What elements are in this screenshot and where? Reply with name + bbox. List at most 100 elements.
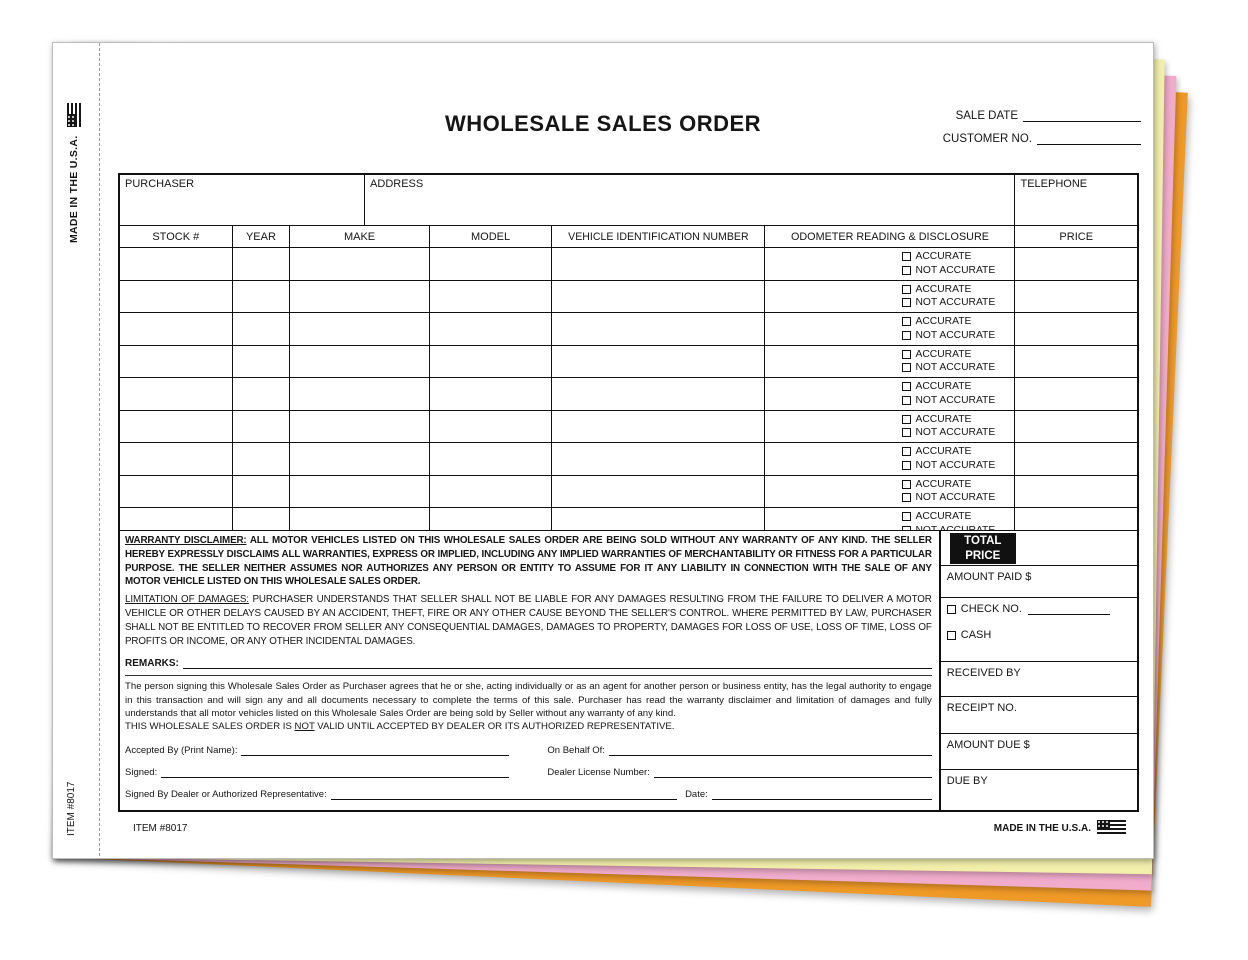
check-no-option[interactable]: CHECK NO. <box>946 603 1131 615</box>
not-accurate-option[interactable]: NOT ACCURATE <box>902 296 1012 310</box>
remarks-field[interactable] <box>182 657 932 670</box>
price-cell[interactable] <box>1015 411 1137 443</box>
checkbox-icon[interactable] <box>902 479 912 489</box>
telephone-field[interactable]: TELEPHONE <box>1015 175 1137 225</box>
model-cell[interactable] <box>430 280 553 312</box>
make-cell[interactable] <box>290 475 430 507</box>
address-field[interactable]: ADDRESS <box>365 175 1016 225</box>
accurate-option[interactable]: ACCURATE <box>902 380 1012 394</box>
stock-cell[interactable] <box>120 313 233 345</box>
checkbox-icon[interactable] <box>902 428 912 438</box>
stock-cell[interactable] <box>120 443 233 475</box>
cash-option[interactable]: CASH <box>946 629 1131 641</box>
checkbox-icon[interactable] <box>902 363 912 373</box>
vin-cell[interactable] <box>552 378 766 410</box>
accurate-option[interactable]: ACCURATE <box>902 478 1012 492</box>
checkbox-icon[interactable] <box>902 414 912 424</box>
date-field[interactable] <box>711 788 932 800</box>
vin-cell[interactable] <box>552 280 766 312</box>
not-accurate-option[interactable]: NOT ACCURATE <box>902 329 1012 343</box>
make-cell[interactable] <box>290 508 430 540</box>
make-cell[interactable] <box>290 443 430 475</box>
amount-paid-cell[interactable]: AMOUNT PAID $ <box>940 566 1137 598</box>
dealer-license-field[interactable] <box>653 766 932 778</box>
model-cell[interactable] <box>430 410 553 442</box>
signed-by-dealer-field[interactable] <box>330 788 678 800</box>
checkbox-icon[interactable] <box>902 330 912 340</box>
model-cell[interactable] <box>430 378 553 410</box>
vin-cell[interactable] <box>552 443 766 475</box>
vin-cell[interactable] <box>552 345 766 377</box>
not-accurate-option[interactable]: NOT ACCURATE <box>902 491 1012 505</box>
year-cell[interactable] <box>233 280 291 312</box>
model-cell[interactable] <box>430 508 553 540</box>
amount-due-cell[interactable]: AMOUNT DUE $ <box>940 734 1137 770</box>
price-cell[interactable] <box>1015 476 1137 508</box>
vin-cell[interactable] <box>552 248 766 280</box>
model-cell[interactable] <box>430 248 553 280</box>
not-accurate-option[interactable]: NOT ACCURATE <box>902 426 1012 440</box>
checkbox-icon[interactable] <box>902 298 912 308</box>
checkbox-icon[interactable] <box>902 512 912 522</box>
stock-cell[interactable] <box>120 475 233 507</box>
on-behalf-field[interactable] <box>608 744 932 756</box>
year-cell[interactable] <box>233 410 291 442</box>
price-cell[interactable] <box>1015 281 1137 313</box>
not-accurate-option[interactable]: NOT ACCURATE <box>902 264 1012 278</box>
not-accurate-option[interactable]: NOT ACCURATE <box>902 394 1012 408</box>
accepted-by-field[interactable] <box>241 744 510 756</box>
check-no-field[interactable] <box>1027 604 1110 615</box>
year-cell[interactable] <box>233 475 291 507</box>
checkbox-icon[interactable] <box>946 604 956 614</box>
not-accurate-option[interactable]: NOT ACCURATE <box>902 459 1012 473</box>
received-by-cell[interactable]: RECEIVED BY <box>940 662 1137 697</box>
checkbox-icon[interactable] <box>946 630 956 640</box>
year-cell[interactable] <box>233 378 291 410</box>
make-cell[interactable] <box>290 378 430 410</box>
accurate-option[interactable]: ACCURATE <box>902 283 1012 297</box>
model-cell[interactable] <box>430 475 553 507</box>
make-cell[interactable] <box>290 313 430 345</box>
year-cell[interactable] <box>233 508 291 540</box>
vin-cell[interactable] <box>552 475 766 507</box>
price-cell[interactable] <box>1015 378 1137 410</box>
accurate-option[interactable]: ACCURATE <box>902 348 1012 362</box>
year-cell[interactable] <box>233 345 291 377</box>
customer-no-field[interactable] <box>1037 132 1141 145</box>
accurate-option[interactable]: ACCURATE <box>902 250 1012 264</box>
sale-date-field[interactable] <box>1023 109 1141 122</box>
stock-cell[interactable] <box>120 345 233 377</box>
stock-cell[interactable] <box>120 508 233 540</box>
checkbox-icon[interactable] <box>902 493 912 503</box>
checkbox-icon[interactable] <box>902 460 912 470</box>
checkbox-icon[interactable] <box>902 382 912 392</box>
checkbox-icon[interactable] <box>902 317 912 327</box>
make-cell[interactable] <box>290 248 430 280</box>
model-cell[interactable] <box>430 443 553 475</box>
price-cell[interactable] <box>1015 443 1137 475</box>
price-cell[interactable] <box>1015 346 1137 378</box>
vin-cell[interactable] <box>552 410 766 442</box>
checkbox-icon[interactable] <box>902 349 912 359</box>
stock-cell[interactable] <box>120 248 233 280</box>
accurate-option[interactable]: ACCURATE <box>902 510 1012 524</box>
not-accurate-option[interactable]: NOT ACCURATE <box>902 361 1012 375</box>
make-cell[interactable] <box>290 280 430 312</box>
accurate-option[interactable]: ACCURATE <box>902 315 1012 329</box>
year-cell[interactable] <box>233 443 291 475</box>
signed-field[interactable] <box>161 766 510 778</box>
make-cell[interactable] <box>290 410 430 442</box>
price-cell[interactable] <box>1015 248 1137 280</box>
checkbox-icon[interactable] <box>902 395 912 405</box>
accurate-option[interactable]: ACCURATE <box>902 413 1012 427</box>
year-cell[interactable] <box>233 313 291 345</box>
checkbox-icon[interactable] <box>902 447 912 457</box>
model-cell[interactable] <box>430 313 553 345</box>
model-cell[interactable] <box>430 345 553 377</box>
stock-cell[interactable] <box>120 410 233 442</box>
vin-cell[interactable] <box>552 313 766 345</box>
total-price-cell[interactable]: TOTAL PRICE <box>940 531 1137 566</box>
checkbox-icon[interactable] <box>902 284 912 294</box>
make-cell[interactable] <box>290 345 430 377</box>
purchaser-field[interactable]: PURCHASER <box>120 175 366 225</box>
